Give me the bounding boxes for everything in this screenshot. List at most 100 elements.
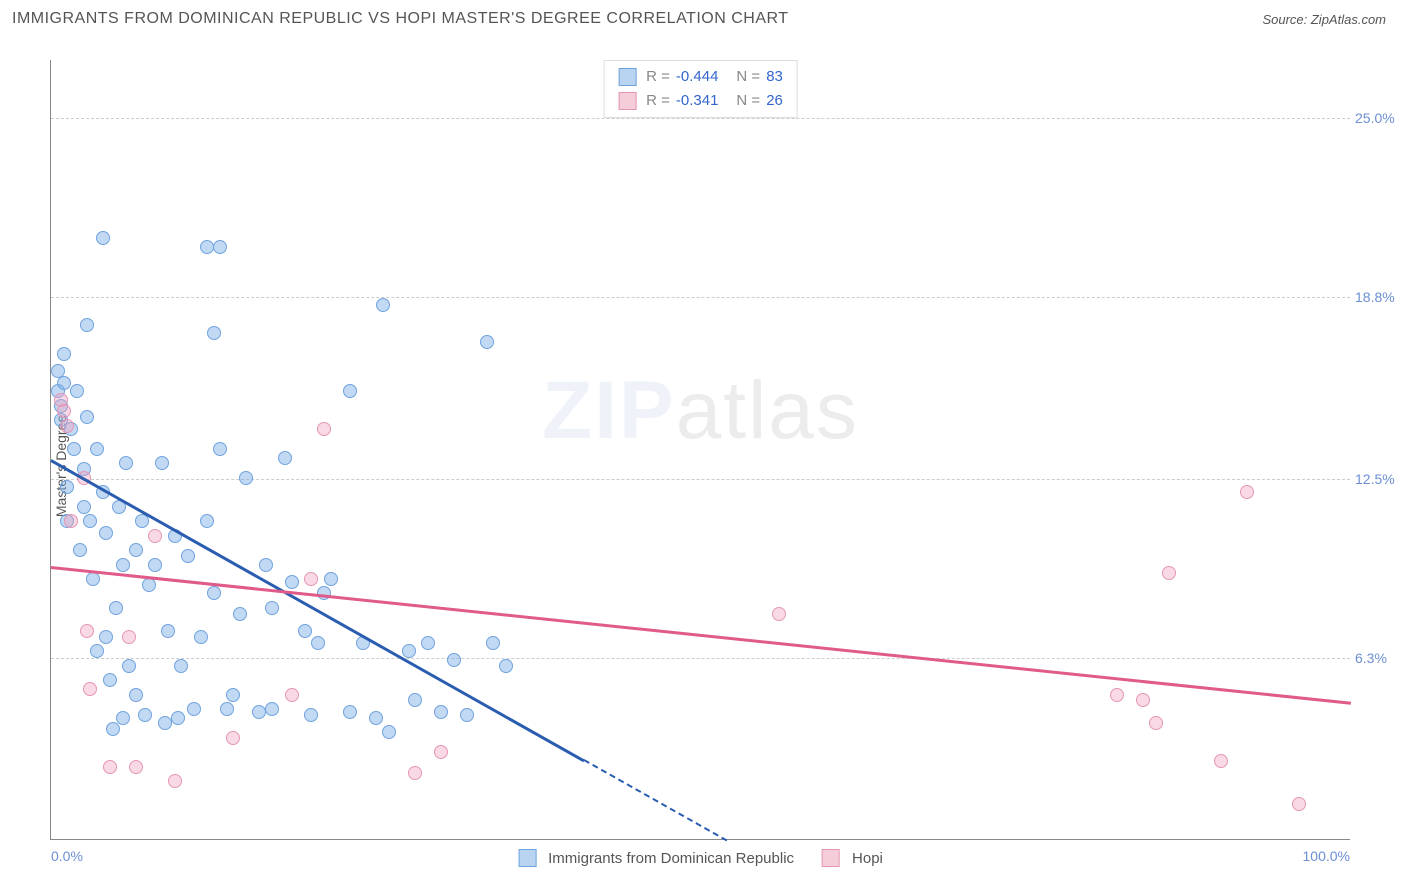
data-point [168,774,182,788]
x-tick-label: 100.0% [1303,848,1350,864]
data-point [103,760,117,774]
data-point [421,636,435,650]
data-point [67,442,81,456]
data-point [129,760,143,774]
data-point [86,572,100,586]
data-point [122,630,136,644]
data-point [252,705,266,719]
data-point [233,607,247,621]
data-point [226,731,240,745]
gridline [51,297,1350,298]
data-point [285,688,299,702]
watermark: ZIPatlas [542,364,859,458]
data-point [408,766,422,780]
data-point [434,705,448,719]
data-point [402,644,416,658]
data-point [109,601,123,615]
data-point [142,578,156,592]
data-point [278,451,292,465]
data-point [486,636,500,650]
trend-line [584,759,728,841]
data-point [311,636,325,650]
y-tick-label: 25.0% [1355,110,1406,126]
data-point [1136,693,1150,707]
gridline [51,118,1350,119]
data-point [200,240,214,254]
legend-swatch [618,68,636,86]
data-point [119,456,133,470]
data-point [265,601,279,615]
data-point [1292,797,1306,811]
data-point [106,722,120,736]
data-point [239,471,253,485]
data-point [1214,754,1228,768]
data-point [181,549,195,563]
data-point [171,711,185,725]
data-point [317,422,331,436]
legend-item: Hopi [822,849,883,867]
data-point [1149,716,1163,730]
data-point [138,708,152,722]
chart-container: Master's Degree ZIPatlas R = -0.444N = 8… [10,40,1396,892]
data-point [324,572,338,586]
data-point [116,558,130,572]
data-point [148,558,162,572]
data-point [57,404,71,418]
y-tick-label: 12.5% [1355,471,1406,487]
data-point [1162,566,1176,580]
data-point [60,480,74,494]
data-point [103,673,117,687]
series-legend: Immigrants from Dominican RepublicHopi [518,849,883,867]
data-point [60,419,74,433]
legend-swatch [822,849,840,867]
data-point [80,318,94,332]
data-point [304,572,318,586]
data-point [161,624,175,638]
data-point [174,659,188,673]
data-point [73,543,87,557]
correlation-legend: R = -0.444N = 83R = -0.341N = 26 [603,60,798,118]
data-point [83,514,97,528]
plot-area: ZIPatlas R = -0.444N = 83R = -0.341N = 2… [50,60,1350,840]
data-point [447,653,461,667]
x-tick-label: 0.0% [51,848,83,864]
data-point [285,575,299,589]
data-point [158,716,172,730]
gridline [51,658,1350,659]
source-credit: Source: ZipAtlas.com [1262,12,1386,27]
data-point [99,630,113,644]
data-point [376,298,390,312]
data-point [343,384,357,398]
data-point [213,442,227,456]
data-point [148,529,162,543]
data-point [460,708,474,722]
data-point [259,558,273,572]
chart-title: IMMIGRANTS FROM DOMINICAN REPUBLIC VS HO… [12,10,789,28]
data-point [226,688,240,702]
data-point [64,514,78,528]
y-tick-label: 6.3% [1355,650,1406,666]
data-point [155,456,169,470]
data-point [194,630,208,644]
data-point [304,708,318,722]
data-point [499,659,513,673]
data-point [187,702,201,716]
trend-line [51,566,1351,704]
data-point [83,682,97,696]
data-point [207,326,221,340]
data-point [480,335,494,349]
data-point [129,688,143,702]
data-point [434,745,448,759]
data-point [77,500,91,514]
data-point [57,347,71,361]
legend-swatch [618,92,636,110]
data-point [408,693,422,707]
data-point [96,231,110,245]
data-point [99,526,113,540]
data-point [80,624,94,638]
data-point [265,702,279,716]
legend-row: R = -0.341N = 26 [618,89,783,113]
data-point [220,702,234,716]
legend-swatch [518,849,536,867]
data-point [772,607,786,621]
